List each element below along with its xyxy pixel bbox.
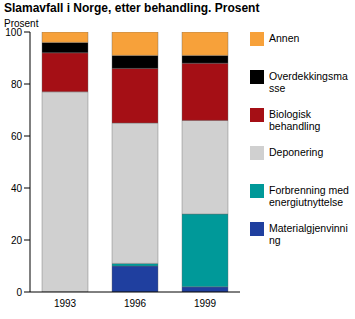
- html-text:Prosent: Prosent: [4, 18, 39, 29]
- svg-text:1999: 1999: [194, 298, 217, 309]
- html-text:Slamavfall i Norge, etter beha: Slamavfall i Norge, etter behandling. Pr…: [4, 1, 260, 15]
- svg-text:100: 100: [8, 27, 22, 38]
- html-text:Overdekkingsmasse: Overdekkingsmasse: [269, 70, 348, 94]
- html-text:Annen: Annen: [269, 32, 300, 44]
- svg-text:0: 0: [16, 287, 22, 298]
- svg-text:60: 60: [11, 131, 23, 142]
- html-text:Deponering: Deponering: [269, 146, 324, 158]
- svg-text:20: 20: [11, 235, 23, 246]
- svg-text:40: 40: [11, 183, 23, 194]
- svg-text:1993: 1993: [54, 298, 77, 309]
- svg-text:1996: 1996: [124, 298, 147, 309]
- html-text:Biologisk behandling: Biologisk behandling: [269, 108, 321, 132]
- svg-text:80: 80: [11, 79, 23, 90]
- html-text:Materialgjenvinning: Materialgjenvinning: [269, 222, 348, 246]
- html-text:Forbrenning med energiutnyttel: Forbrenning med energiutnyttelse: [269, 184, 349, 208]
